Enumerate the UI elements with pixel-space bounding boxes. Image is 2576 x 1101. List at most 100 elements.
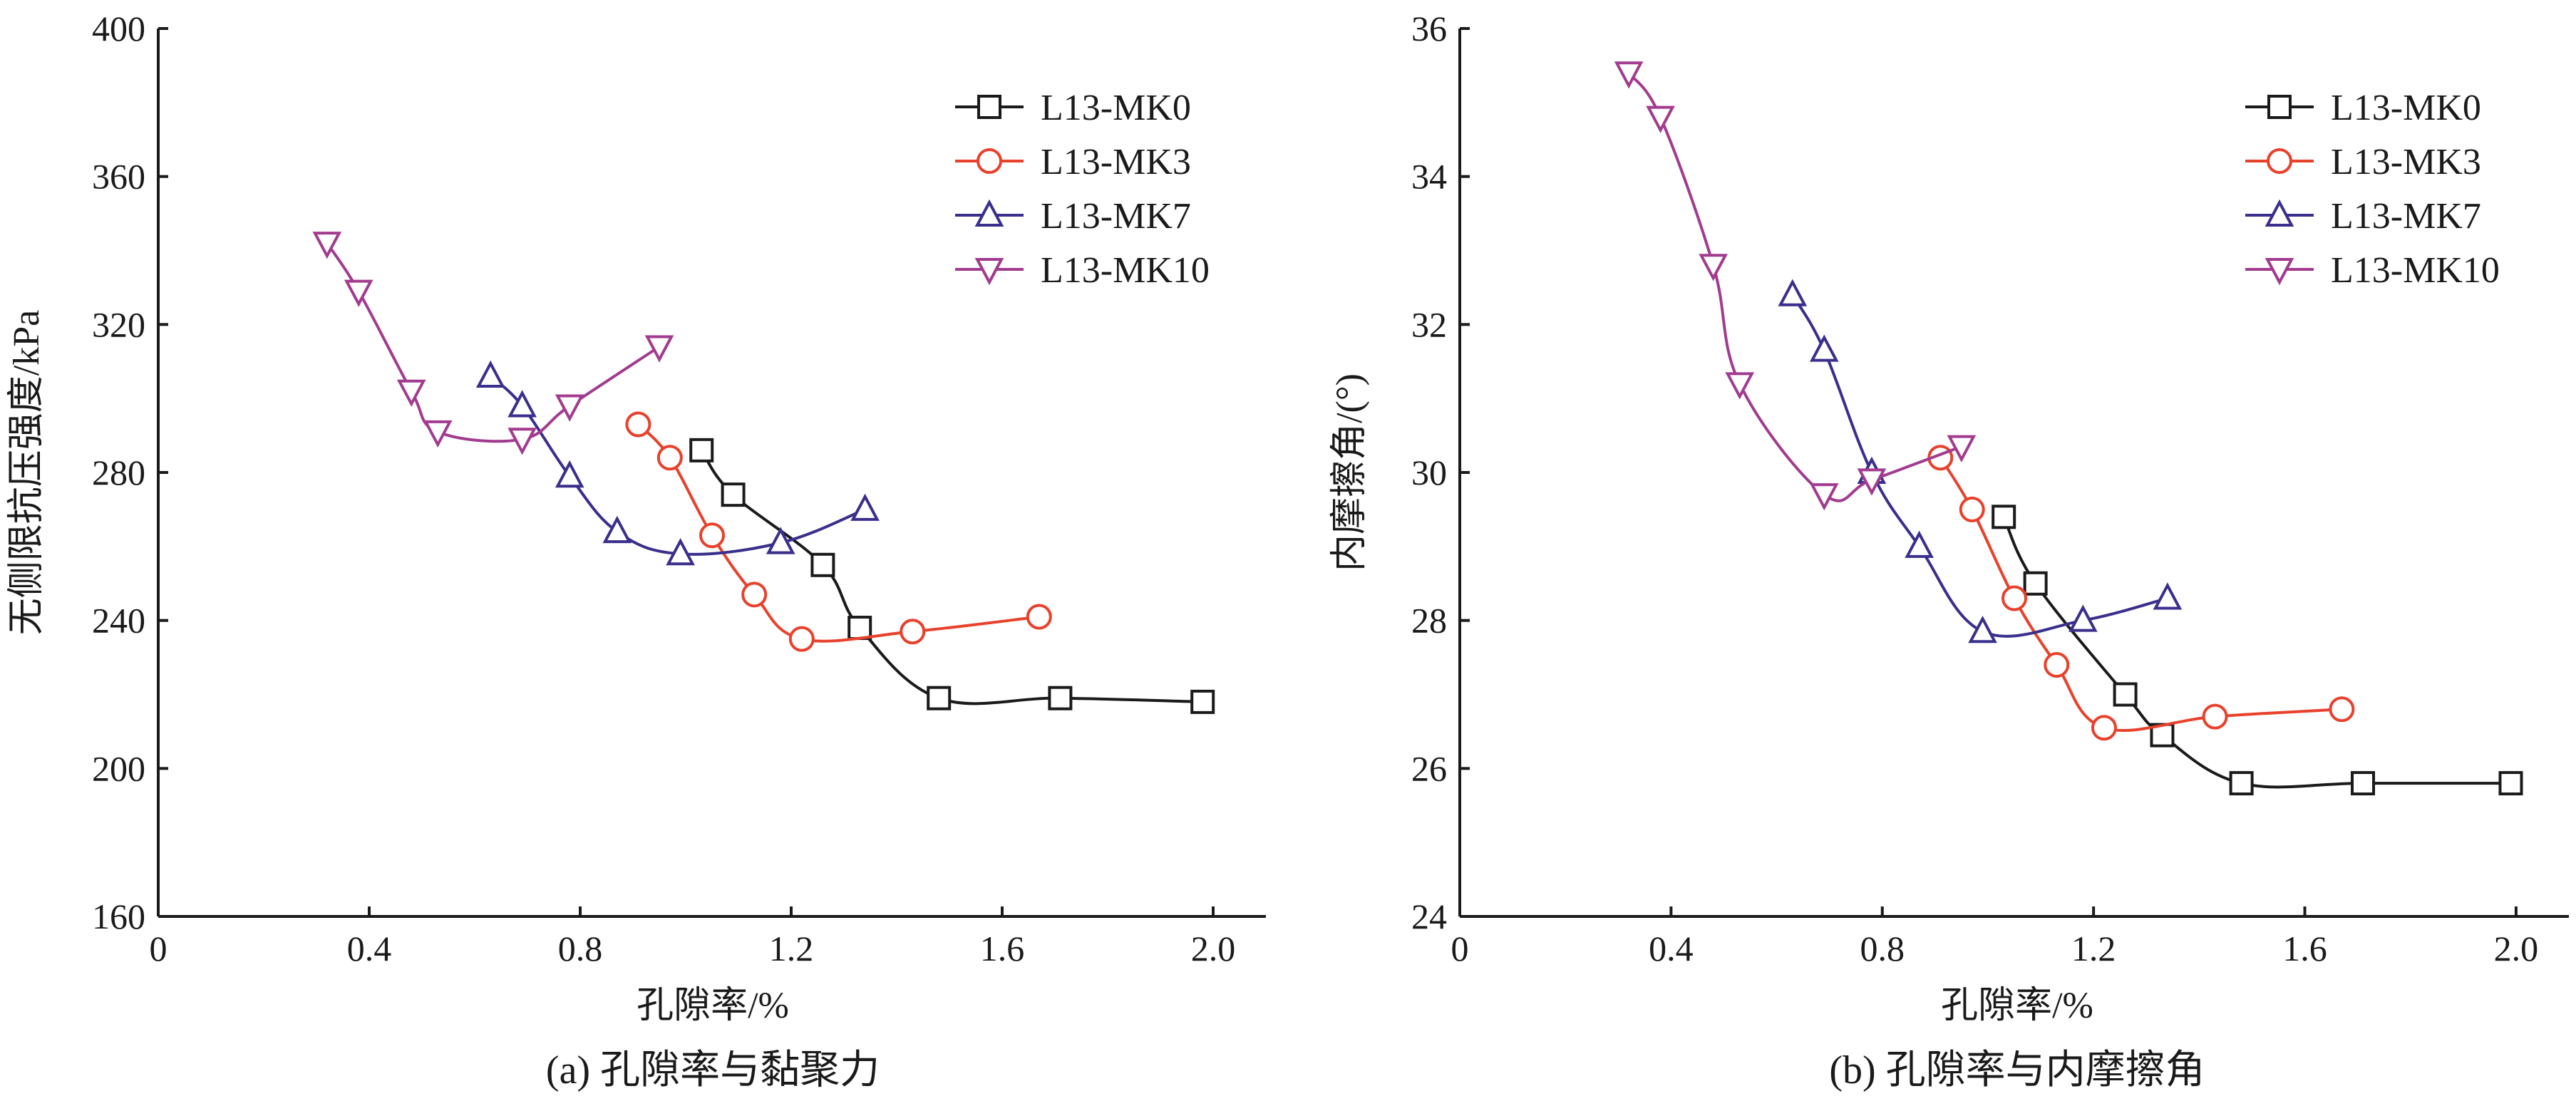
data-point <box>810 552 835 577</box>
y-ticks: 160 200 240 280 320 360 400 <box>92 9 168 936</box>
legend-glyph <box>955 199 1024 227</box>
data-point <box>1614 61 1644 89</box>
data-point <box>656 445 683 471</box>
data-point <box>766 527 795 554</box>
series-l13-mk0 <box>1992 505 2523 796</box>
data-point <box>1190 689 1215 714</box>
data-point <box>1857 468 1887 496</box>
legend-marker <box>977 148 1002 174</box>
series-l13-mk7 <box>475 360 880 566</box>
series-layer <box>1614 61 2523 796</box>
legend: L13-MK0 L13-MK3 L13-MK7 L13-MK10 <box>2245 88 2500 291</box>
y-tick-label: 320 <box>92 304 145 344</box>
legend-marker <box>2267 95 2292 119</box>
data-point <box>900 619 926 645</box>
data-point <box>423 420 453 448</box>
legend-marker <box>974 258 1004 286</box>
data-point <box>2023 571 2048 596</box>
legend-marker <box>977 95 1001 119</box>
series-line <box>1791 294 2168 638</box>
data-point <box>396 379 426 408</box>
series-l13-mk0 <box>689 438 1215 714</box>
data-point <box>2202 703 2228 730</box>
legend-entry: L13-MK0 <box>955 88 1191 128</box>
y-tick-label: 26 <box>1411 748 1447 788</box>
legend-entry: L13-MK7 <box>955 196 1191 237</box>
data-point <box>666 537 695 566</box>
legend-entry: L13-MK0 <box>2245 88 2481 128</box>
legend-label: L13-MK10 <box>2331 250 2500 291</box>
x-tick-label: 1.6 <box>2282 929 2327 968</box>
legend: L13-MK0 L13-MK3 L13-MK7 L13-MK10 <box>955 88 1210 291</box>
series-line <box>700 449 1203 705</box>
x-tick-label: 0.4 <box>347 929 392 968</box>
data-point <box>2113 682 2138 707</box>
legend-entry: L13-MK7 <box>2245 196 2481 237</box>
legend-entry: L13-MK3 <box>2245 142 2481 182</box>
y-tick-label: 32 <box>1411 304 1447 344</box>
data-point <box>2001 585 2027 611</box>
plot-area-a: 160 200 240 280 320 360 400 0 0.4 0.8 1.2 1.6 2.0 <box>92 9 1266 968</box>
legend-marker <box>2265 199 2294 227</box>
data-point <box>1809 483 1839 511</box>
series-layer <box>312 232 1215 714</box>
data-point <box>1026 604 1052 630</box>
x-ticks: 0 0.4 0.8 1.2 1.6 2.0 <box>150 906 1235 968</box>
data-point <box>847 616 872 641</box>
y-tick-label: 34 <box>1411 157 1447 197</box>
y-tick-label: 36 <box>1411 9 1447 48</box>
y-tick-label: 360 <box>92 157 145 197</box>
legend-glyph <box>955 148 1024 174</box>
series-l13-mk3 <box>1927 445 2355 741</box>
data-point <box>850 493 880 521</box>
x-tick-label: 1.2 <box>2071 929 2116 968</box>
data-point <box>1959 496 1985 522</box>
y-axis-label: 无侧限抗压强度/kPa <box>6 310 47 635</box>
x-tick-label: 0.4 <box>1649 929 1694 968</box>
data-point <box>2498 771 2523 796</box>
x-tick-label: 0.8 <box>558 929 603 968</box>
y-tick-label: 28 <box>1411 601 1447 641</box>
data-point <box>344 279 373 307</box>
x-tick-label: 0.8 <box>1860 929 1905 968</box>
y-tick-label: 200 <box>92 748 145 788</box>
data-point <box>741 581 768 608</box>
legend-entry: L13-MK10 <box>2245 250 2500 291</box>
data-point <box>927 686 952 710</box>
legend-glyph <box>2245 258 2314 286</box>
chart-panel-a: 160 200 240 280 320 360 400 0 0.4 0.8 1.2 1.6 2.0 无… <box>6 9 1266 1092</box>
legend-entry: L13-MK3 <box>955 142 1191 182</box>
legend-glyph <box>955 258 1024 286</box>
legend-glyph <box>955 95 1024 119</box>
data-point <box>2153 582 2183 610</box>
legend-label: L13-MK0 <box>2331 88 2481 128</box>
data-point <box>555 460 584 488</box>
legend-label: L13-MK7 <box>1041 196 1191 237</box>
plot-area-b: 24 26 28 30 32 34 36 0 0.4 0.8 1.2 1.6 2.0 <box>1411 9 2569 968</box>
x-tick-label: 1.2 <box>769 929 814 968</box>
data-point <box>1646 105 1675 133</box>
series-l13-mk7 <box>1778 279 2183 643</box>
data-point <box>1905 530 1934 558</box>
data-point <box>508 428 537 455</box>
data-point <box>689 438 714 462</box>
data-point <box>602 515 632 544</box>
x-ticks: 0 0.4 0.8 1.2 1.6 2.0 <box>1451 906 2539 968</box>
x-tick-label: 2.0 <box>2494 929 2539 968</box>
data-point <box>2068 604 2098 632</box>
y-tick-label: 400 <box>92 9 145 48</box>
legend-glyph <box>2245 95 2314 119</box>
series-l13-mk3 <box>625 411 1052 652</box>
legend-glyph <box>2245 148 2314 174</box>
data-point <box>475 360 505 388</box>
y-axis-label: 内摩擦角/(°) <box>1329 373 1370 572</box>
data-point <box>1947 435 1977 462</box>
series-l13-mk10 <box>312 232 674 455</box>
panel-caption: (a) 孔隙率与黏聚力 <box>546 1048 880 1092</box>
y-tick-label: 280 <box>92 453 145 492</box>
series-l13-mk10 <box>1614 61 1977 511</box>
y-tick-label: 160 <box>92 896 145 936</box>
data-point <box>1992 505 2016 529</box>
x-axis-label: 孔隙率/% <box>637 986 789 1026</box>
